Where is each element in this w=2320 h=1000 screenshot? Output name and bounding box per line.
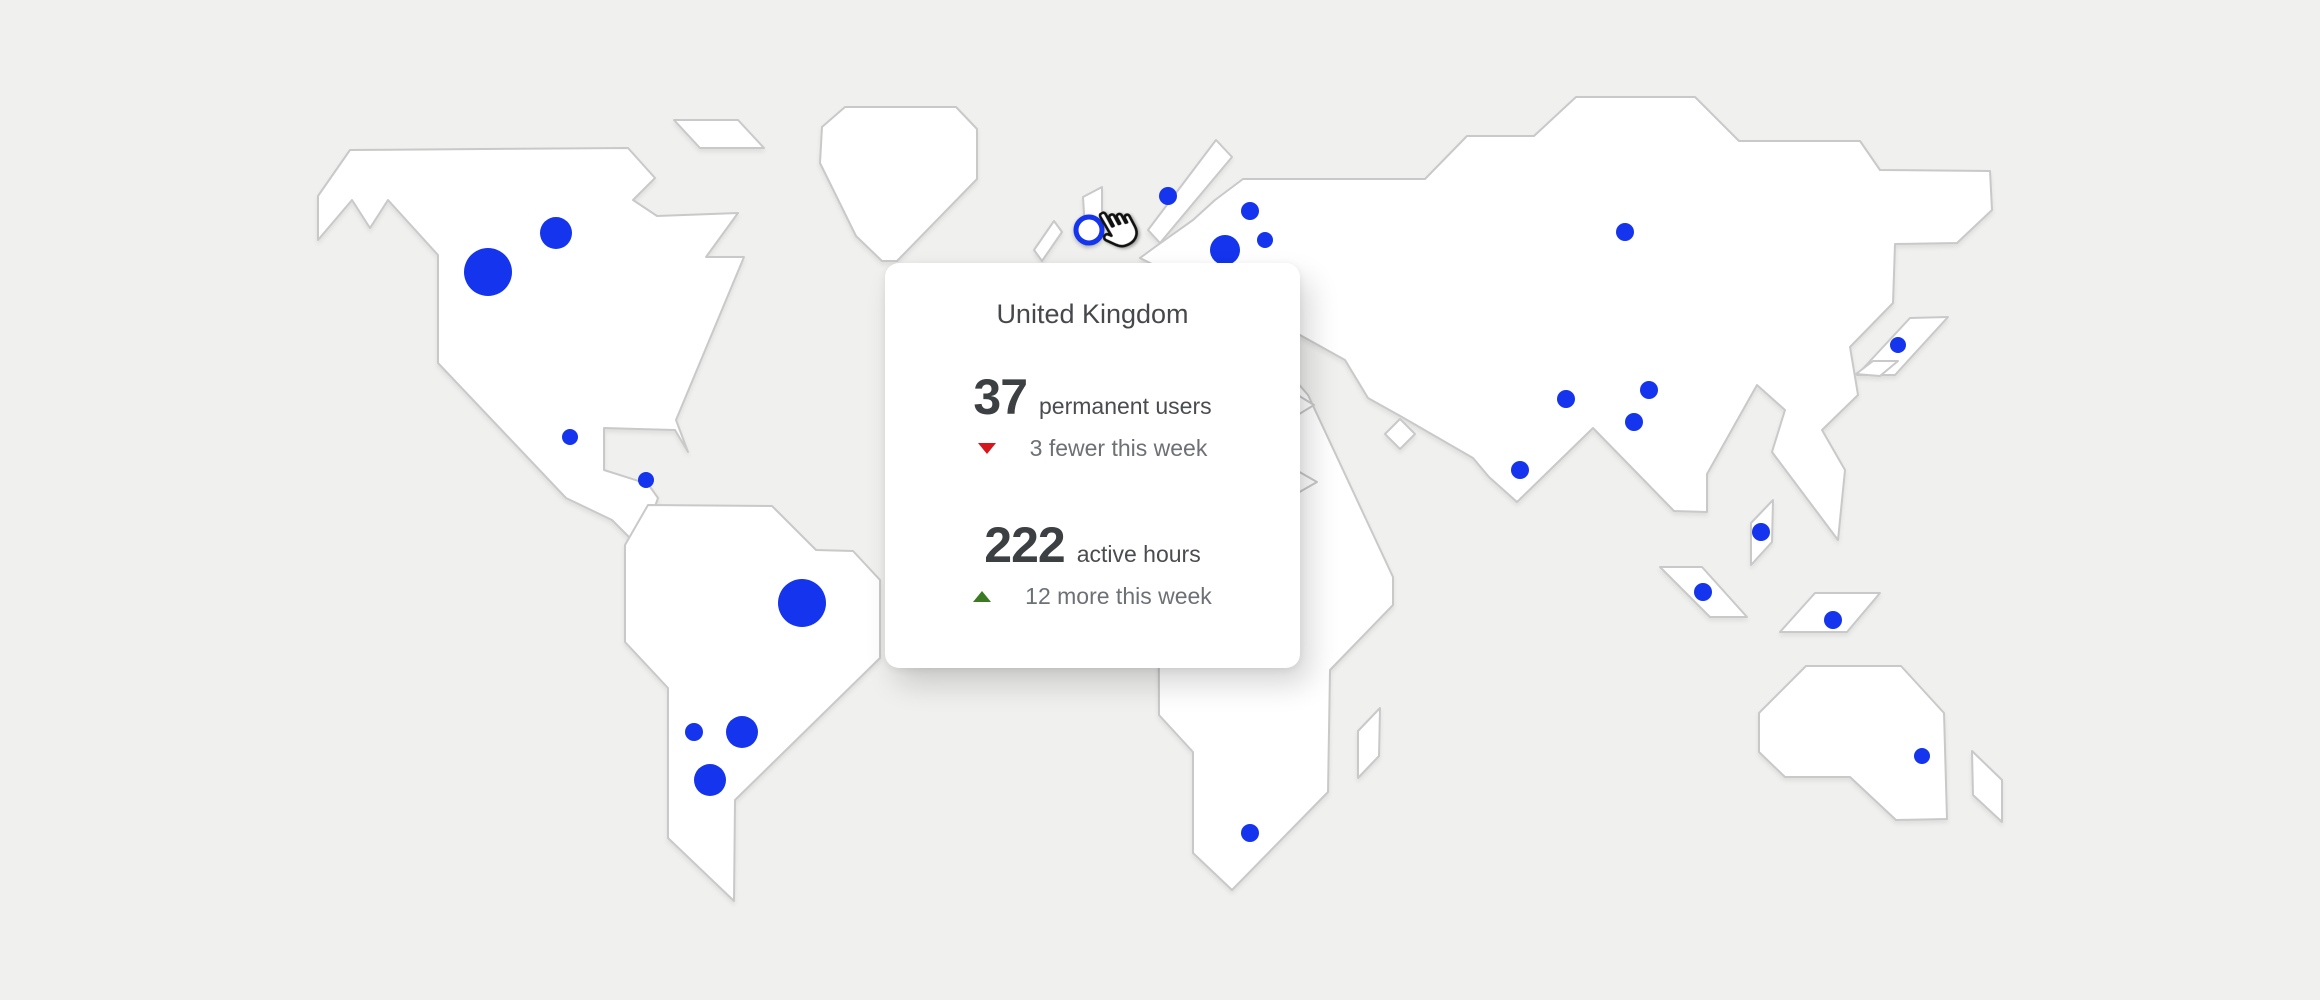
city-marker[interactable]	[1511, 461, 1529, 479]
city-marker[interactable]	[726, 716, 758, 748]
city-marker[interactable]	[1640, 381, 1658, 399]
active-hours-delta-text: 12 more this week	[1025, 582, 1212, 609]
city-marker[interactable]	[1557, 390, 1575, 408]
landmass-taiwan	[1855, 360, 1899, 377]
city-marker[interactable]	[685, 723, 703, 741]
city-marker[interactable]	[1890, 337, 1906, 353]
landmass-scandinavia	[1147, 139, 1233, 244]
city-marker[interactable]	[540, 217, 572, 249]
city-marker[interactable]	[1824, 611, 1842, 629]
city-marker[interactable]	[1159, 187, 1177, 205]
permanent-users-delta: 3 fewer this week	[909, 434, 1276, 462]
landmass-greenland	[819, 106, 978, 262]
city-marker[interactable]	[1241, 202, 1259, 220]
landmass-eurasia	[1139, 96, 1993, 541]
landmass-madagascar	[1357, 707, 1381, 779]
up-triangle-icon	[973, 590, 992, 602]
landmass-north-america	[317, 147, 745, 549]
landmass-new-zealand	[1971, 750, 2003, 823]
landmass-mediterranean-island-3	[1384, 418, 1416, 450]
hovered-city-marker[interactable]	[1073, 214, 1105, 246]
city-marker[interactable]	[1694, 583, 1712, 601]
city-marker[interactable]	[1914, 748, 1930, 764]
permanent-users-label: permanent users	[1039, 393, 1212, 419]
permanent-users-value: 37	[973, 369, 1028, 425]
city-marker[interactable]	[694, 764, 726, 796]
landmass-australia	[1758, 665, 1948, 821]
landmass-south-america	[624, 504, 881, 902]
landmass-arctic-island	[673, 119, 765, 149]
country-tooltip: United Kingdom 37 permanent users 3 fewe…	[885, 263, 1300, 668]
active-hours-value: 222	[984, 517, 1065, 573]
city-marker[interactable]	[464, 248, 512, 296]
tooltip-country-title: United Kingdom	[996, 299, 1189, 329]
city-marker[interactable]	[1616, 223, 1634, 241]
city-marker[interactable]	[1752, 523, 1770, 541]
city-marker[interactable]	[1241, 824, 1259, 842]
city-marker[interactable]	[1625, 413, 1643, 431]
active-hours-delta: 12 more this week	[909, 582, 1276, 610]
stat-permanent-users: 37 permanent users	[909, 372, 1276, 422]
stat-active-hours: 222 active hours	[909, 520, 1276, 570]
down-triangle-icon	[977, 442, 996, 454]
city-marker[interactable]	[1257, 232, 1273, 248]
landmass-ireland	[1033, 220, 1063, 262]
city-marker[interactable]	[638, 472, 654, 488]
permanent-users-delta-text: 3 fewer this week	[1029, 434, 1208, 461]
city-marker[interactable]	[562, 429, 578, 445]
city-marker[interactable]	[778, 579, 826, 627]
city-marker[interactable]	[1210, 235, 1240, 265]
active-hours-label: active hours	[1076, 541, 1201, 567]
